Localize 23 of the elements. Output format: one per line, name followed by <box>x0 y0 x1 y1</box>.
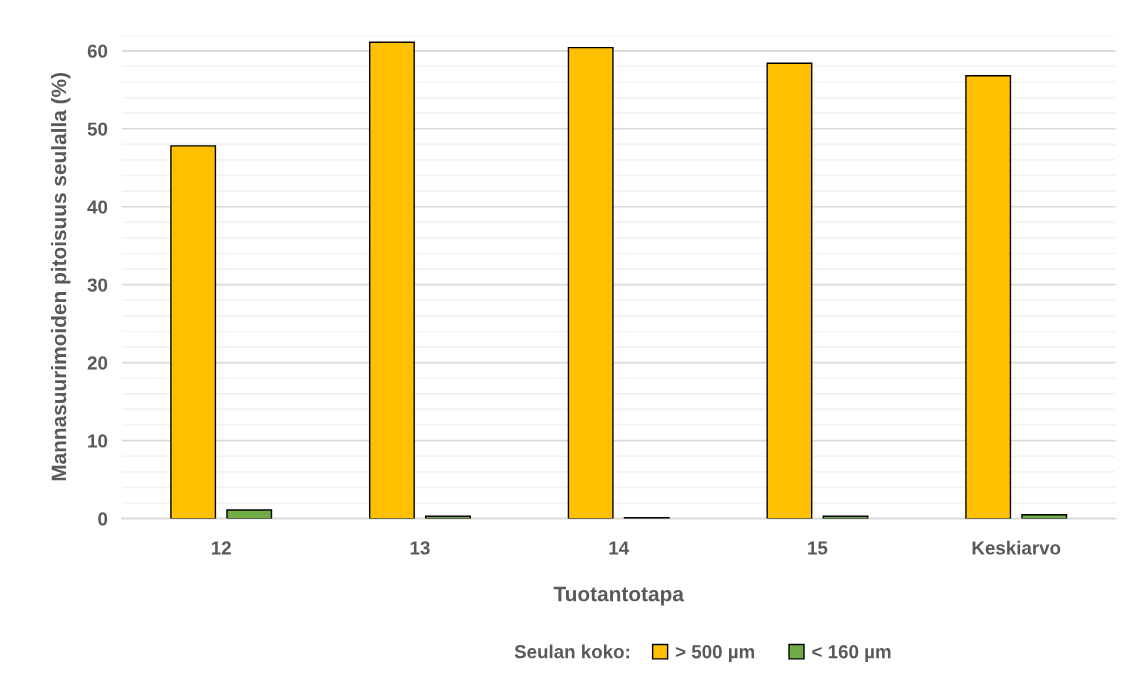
y-tick-label: 0 <box>98 512 108 526</box>
bar <box>170 145 217 519</box>
legend-label: < 160 µm <box>812 645 891 663</box>
bar <box>965 75 1012 519</box>
x-tick-label: 14 <box>609 541 630 555</box>
bar <box>567 46 614 519</box>
y-tick-label: 30 <box>87 278 108 292</box>
y-tick-label: 20 <box>87 356 108 370</box>
legend-label: > 500 µm <box>675 645 755 663</box>
bar <box>766 62 813 519</box>
x-axis-title: Tuotantotapa <box>553 586 685 606</box>
x-tick-label: 13 <box>410 541 430 555</box>
x-tick-label: 12 <box>211 541 231 555</box>
bar <box>368 41 415 519</box>
x-tick-label: Keskiarvo <box>972 540 1061 555</box>
y-tick-label: 10 <box>88 434 108 448</box>
bar <box>226 509 273 519</box>
y-tick-label: 40 <box>87 200 108 214</box>
y-tick-label: 60 <box>87 44 108 58</box>
legend-title: Seulan koko: <box>514 644 630 659</box>
y-tick-label: 50 <box>87 122 108 136</box>
x-tick-label: 15 <box>808 541 828 555</box>
y-axis-title: Mannasuurimoiden pitoisuus seulalla (%) <box>50 73 71 481</box>
